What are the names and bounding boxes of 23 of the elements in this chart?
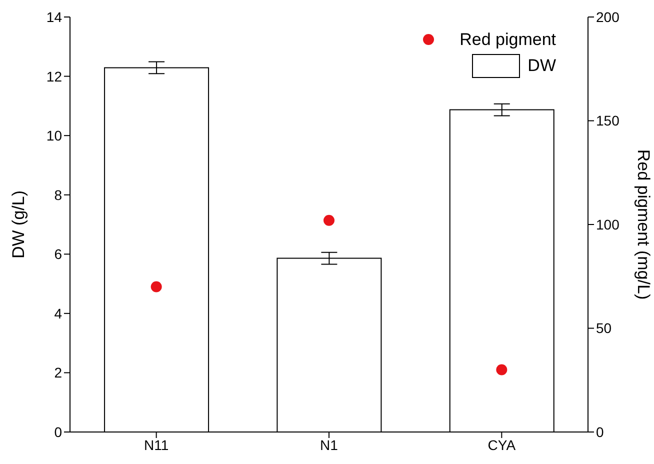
x-tick-label: N11 <box>144 436 169 453</box>
y-tick-label: 14 <box>46 8 62 25</box>
y-tick-label: 4 <box>54 305 62 322</box>
y2-axis-title: Red pigment (mg/L) <box>634 149 653 300</box>
y-tick-label: 8 <box>54 186 62 203</box>
y2-tick-label: 150 <box>596 112 620 129</box>
y-axis-title: DW (g/L) <box>9 190 28 258</box>
point <box>496 364 508 376</box>
point <box>324 214 334 226</box>
legend-label: Red pigment <box>460 30 556 50</box>
y2-tick-label: 0 <box>596 424 604 440</box>
legend-label: DW <box>528 56 556 76</box>
y-tick-label: 12 <box>46 68 62 84</box>
x-tick-label: CYA <box>488 436 516 453</box>
y-tick-label: 0 <box>54 424 62 440</box>
x-tick-label: N1 <box>320 436 338 453</box>
y2-tick-label: 100 <box>596 216 620 232</box>
point <box>150 281 162 292</box>
y-tick-label: 2 <box>54 364 62 381</box>
y2-tick-label: 50 <box>596 320 612 336</box>
y-tick-label: 6 <box>54 246 62 262</box>
y-tick-label: 10 <box>46 128 62 144</box>
y2-tick-label: 200 <box>596 8 620 25</box>
